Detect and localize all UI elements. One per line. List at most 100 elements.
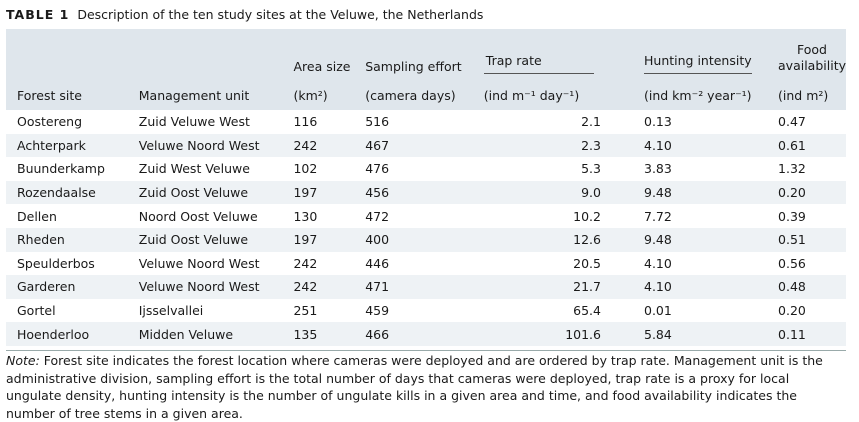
study-sites-table: Area size Sampling effort Trap rate Hunt… (6, 29, 846, 346)
header-forest-site: Forest site (17, 87, 82, 103)
cell-effort: 466 (365, 326, 390, 342)
header-hunting-intensity-label: Hunting intensity (644, 53, 752, 74)
cell-trap: 65.4 (573, 303, 601, 319)
cell-food: 0.47 (778, 114, 806, 130)
note-text: Forest site indicates the forest locatio… (6, 353, 823, 421)
cell-area: 102 (293, 161, 318, 177)
header-area-size-label: Area size (293, 59, 351, 74)
header-food-unit: (ind m²) (778, 87, 829, 103)
cell-site: Rozendaalse (17, 185, 96, 201)
cell-effort: 471 (365, 279, 390, 295)
cell-unit: Ijsselvallei (138, 303, 204, 319)
cell-area: 242 (293, 137, 318, 153)
cell-trap: 10.2 (573, 208, 601, 224)
cell-site: Dellen (17, 208, 57, 224)
cell-hunt: 9.48 (644, 232, 672, 248)
cell-unit: Veluwe Noord West (138, 255, 260, 271)
cell-hunt: 9.48 (644, 185, 672, 201)
header-food-line2: availability (778, 58, 846, 73)
header-trap-rate: Trap rate (483, 29, 644, 78)
cell-food: 0.51 (778, 232, 806, 248)
cell-unit: Zuid West Veluwe (138, 161, 250, 177)
table-row: Gortel Ijsselvallei 251 459 65.4 0.01 0.… (6, 299, 846, 323)
header-row-units: Forest site Management unit (km²) (camer… (6, 78, 846, 110)
cell-hunt: 4.10 (644, 279, 672, 295)
cell-effort: 467 (365, 137, 390, 153)
cell-trap: 21.7 (573, 279, 601, 295)
header-hunting-unit: (ind km⁻² year⁻¹) (644, 87, 752, 103)
cell-unit: Noord Oost Veluwe (138, 208, 258, 224)
cell-food: 0.48 (778, 279, 806, 295)
cell-unit: Veluwe Noord West (138, 137, 260, 153)
cell-trap: 9.0 (581, 185, 601, 201)
cell-trap: 12.6 (573, 232, 601, 248)
header-trap-rate-label: Trap rate (483, 53, 594, 74)
header-hunting-intensity: Hunting intensity (644, 29, 778, 78)
table-caption: TABLE 1 Description of the ten study site… (6, 7, 483, 23)
cell-food: 1.32 (778, 161, 806, 177)
cell-site: Achterpark (17, 137, 86, 153)
cell-hunt: 5.84 (644, 326, 672, 342)
cell-effort: 472 (365, 208, 390, 224)
header-blank-unit (139, 29, 294, 78)
cell-hunt: 7.72 (644, 208, 672, 224)
cell-area: 242 (293, 279, 318, 295)
cell-hunt: 4.10 (644, 137, 672, 153)
cell-effort: 476 (365, 161, 390, 177)
cell-hunt: 0.01 (644, 303, 672, 319)
cell-unit: Zuid Oost Veluwe (138, 232, 249, 248)
cell-trap: 2.1 (581, 114, 601, 130)
table-header: Area size Sampling effort Trap rate Hunt… (6, 29, 846, 110)
cell-site: Gortel (17, 303, 56, 319)
table-title: Description of the ten study sites at th… (77, 7, 484, 22)
cell-trap: 20.5 (573, 255, 601, 271)
header-sampling-unit: (camera days) (365, 87, 456, 103)
cell-effort: 446 (365, 255, 390, 271)
table-row: Speulderbos Veluwe Noord West 242 446 20… (6, 252, 846, 276)
cell-site: Speulderbos (17, 255, 95, 271)
cell-area: 242 (293, 255, 318, 271)
cell-site: Buunderkamp (17, 161, 105, 177)
table-row: Achterpark Veluwe Noord West 242 467 2.3… (6, 133, 846, 158)
cell-unit: Midden Veluwe (138, 326, 234, 342)
cell-food: 0.39 (778, 208, 806, 224)
cell-site: Garderen (17, 279, 76, 295)
cell-area: 197 (293, 185, 318, 201)
cell-area: 197 (293, 232, 318, 248)
cell-hunt: 3.83 (644, 161, 672, 177)
cell-unit: Zuid Oost Veluwe (138, 185, 249, 201)
cell-trap: 101.6 (565, 326, 601, 342)
header-area-unit: (km²) (293, 87, 328, 103)
cell-unit: Veluwe Noord West (138, 279, 260, 295)
header-area-size: Area size (293, 29, 365, 78)
header-sampling-effort-label: Sampling effort (365, 59, 462, 74)
study-sites-table-container: Area size Sampling effort Trap rate Hunt… (6, 29, 846, 346)
table-row: Dellen Noord Oost Veluwe 130 472 10.2 7.… (6, 204, 846, 228)
table-number: TABLE 1 (6, 7, 70, 22)
cell-area: 135 (293, 326, 318, 342)
table-body: Oostereng Zuid Veluwe West 116 516 2.1 0… (6, 110, 846, 346)
header-blank-site (6, 29, 139, 78)
table-row: Hoenderloo Midden Veluwe 135 466 101.6 5… (6, 322, 846, 346)
table-row: Rozendaalse Zuid Oost Veluwe 197 456 9.0… (6, 180, 846, 205)
cell-area: 116 (293, 114, 318, 130)
cell-site: Hoenderloo (17, 326, 90, 342)
header-row-titles: Area size Sampling effort Trap rate Hunt… (6, 29, 846, 78)
cell-hunt: 4.10 (644, 255, 672, 271)
header-food-line1: Food (797, 42, 827, 57)
cell-trap: 5.3 (581, 161, 601, 177)
table-note: Note: Forest site indicates the forest l… (6, 350, 846, 422)
table-row: Garderen Veluwe Noord West 242 471 21.7 … (6, 275, 846, 299)
table-row: Rheden Zuid Oost Veluwe 197 400 12.6 9.4… (6, 227, 846, 252)
cell-site: Oostereng (17, 114, 83, 130)
table-row: Buunderkamp Zuid West Veluwe 102 476 5.3… (6, 157, 846, 181)
cell-food: 0.56 (778, 255, 806, 271)
cell-unit: Zuid Veluwe West (138, 114, 250, 130)
cell-food: 0.20 (778, 185, 806, 201)
cell-site: Rheden (17, 232, 65, 248)
table-row: Oostereng Zuid Veluwe West 116 516 2.1 0… (6, 110, 846, 134)
header-sampling-effort: Sampling effort (365, 29, 484, 78)
cell-hunt: 0.13 (644, 114, 672, 130)
header-trap-unit: (ind m⁻¹ day⁻¹) (483, 87, 580, 103)
header-management-unit: Management unit (138, 87, 250, 103)
